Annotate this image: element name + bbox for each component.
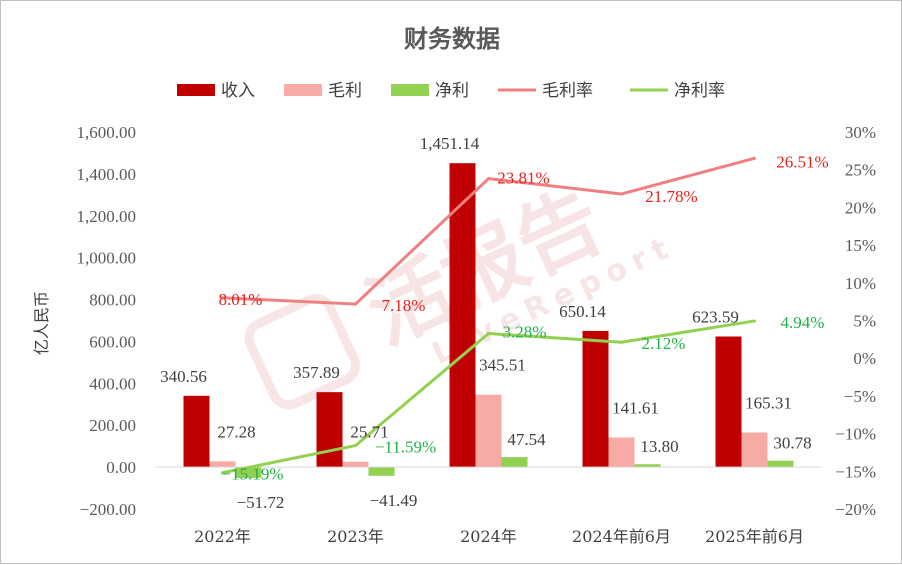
legend-swatch [284,84,322,96]
left-axis-ticks: −200.00 0.00 200.00 400.00 600.00 800.00 1,000… [77,123,137,519]
bar-revenue [449,163,476,468]
line-data-label: −15.19% [222,465,284,484]
x-axis-category-label: 2022年 [194,527,251,546]
bar-revenue [582,330,609,468]
category-labels-group: 2022年 2023年 2024年 2024年前6月 2025年前6月 [194,527,804,546]
gross-margin-point [487,177,490,181]
right-axis-tick-label: 0% [853,349,876,368]
data-labels-group: 340.56 357.89 1,451.14 650.14 623.59 27.28 25.… [160,134,829,512]
legend-label: 收入 [221,81,255,101]
bar-data-label: 47.54 [507,430,546,449]
bar-data-label: 25.71 [350,423,388,442]
bar-data-label: 345.51 [479,356,526,375]
right-axis-tick-label: 10% [845,274,876,293]
line-data-label: 2.12% [642,334,686,353]
left-axis-tick-label: −200.00 [80,500,136,519]
bar-gross-profit [475,394,502,468]
x-axis-category-label: 2023年 [327,527,384,546]
bar-revenue [316,392,343,468]
net-margin-point [620,340,623,344]
bar-revenue [715,336,742,468]
right-axis-tick-label: −5% [844,387,876,406]
net-margin-point [221,471,224,475]
line-data-label: 21.78% [645,187,697,206]
bar-net-profit [634,464,661,468]
left-axis-tick-label: 0.00 [106,458,136,477]
right-axis-ticks: −20% −15% −10% −5% 0% 5% 10% 15% 20% 25% 30% [835,123,876,519]
net-margin-point [487,331,490,335]
left-axis-tick-label: 600.00 [89,332,136,351]
gross-margin-point [753,156,756,160]
left-axis-tick-label: 1,400.00 [77,165,137,184]
gross-margin-point [620,192,623,196]
right-axis-tick-label: −15% [835,462,876,481]
legend-label: 净利 [435,81,469,101]
line-data-label: 23.81% [497,169,549,188]
net-margin-point [354,444,357,448]
left-axis-tick-label: 400.00 [89,374,136,393]
legend-label: 净利率 [674,81,725,101]
x-axis-category-label: 2025年前6月 [705,527,804,546]
right-axis-tick-label: 25% [845,161,876,180]
line-data-label: 7.18% [382,296,426,315]
bar-data-label: 141.61 [612,398,659,417]
bar-revenue [183,395,210,468]
bar-net-profit [368,467,395,476]
bar-net-profit [767,460,794,468]
x-axis-category-label: 2024年前6月 [572,527,671,546]
left-axis-tick-label: 200.00 [89,416,136,435]
bar-data-label: 357.89 [293,363,340,382]
bar-data-label: 340.56 [160,367,207,386]
bar-gross-profit [608,437,635,468]
right-axis-tick-label: 20% [845,198,876,217]
line-data-label: 3.28% [503,322,547,341]
bar-net-profit [501,457,528,468]
gross-margin-point [221,296,224,300]
bar-data-label: 13.80 [640,437,678,456]
net-margin-point [753,319,756,323]
line-data-label: −11.59% [375,438,436,457]
bar-net-profit [235,467,262,478]
legend-swatch [177,84,215,96]
legend-label: 毛利率 [542,81,593,101]
chart-legend: 收入 毛利 净利 毛利率 净利率 [177,81,725,101]
bar-gross-profit [342,461,369,468]
right-axis-tick-label: 5% [853,312,876,331]
line-data-label: 26.51% [776,152,828,171]
right-axis-tick-label: −20% [835,500,876,519]
bar-data-label: 165.31 [745,393,792,412]
right-axis-tick-label: 30% [845,123,876,142]
bar-data-label: 27.28 [217,422,255,441]
left-axis-tick-label: 1,000.00 [77,249,137,268]
legend-label: 毛利 [328,81,362,101]
left-axis-tick-label: 800.00 [89,291,136,310]
bar-data-label: 623.59 [692,308,739,327]
right-axis-tick-label: 15% [845,236,876,255]
x-axis-category-label: 2024年 [460,527,517,546]
bar-gross-profit [741,432,768,468]
chart-title: 财务数据 [404,24,500,53]
gross-margin-point [354,302,357,306]
line-series-group [221,156,756,475]
bar-data-label: 30.78 [773,434,811,453]
right-axis-tick-label: −10% [835,425,876,444]
legend-swatch [391,84,429,96]
line-data-label: 4.94% [781,313,825,332]
bar-data-label: 1,451.14 [420,134,480,153]
bar-series-group [183,163,794,478]
left-axis-tick-label: 1,600.00 [77,123,137,142]
left-axis-tick-label: 1,200.00 [77,207,137,226]
bar-data-label: −41.49 [370,491,418,510]
y-axis-title: 亿人民币 [32,291,51,355]
line-data-label: 8.01% [219,290,263,309]
bar-data-label: −51.72 [237,493,285,512]
bar-gross-profit [209,461,236,468]
bar-data-label: 650.14 [559,302,606,321]
watermark-logo-box [244,293,360,410]
